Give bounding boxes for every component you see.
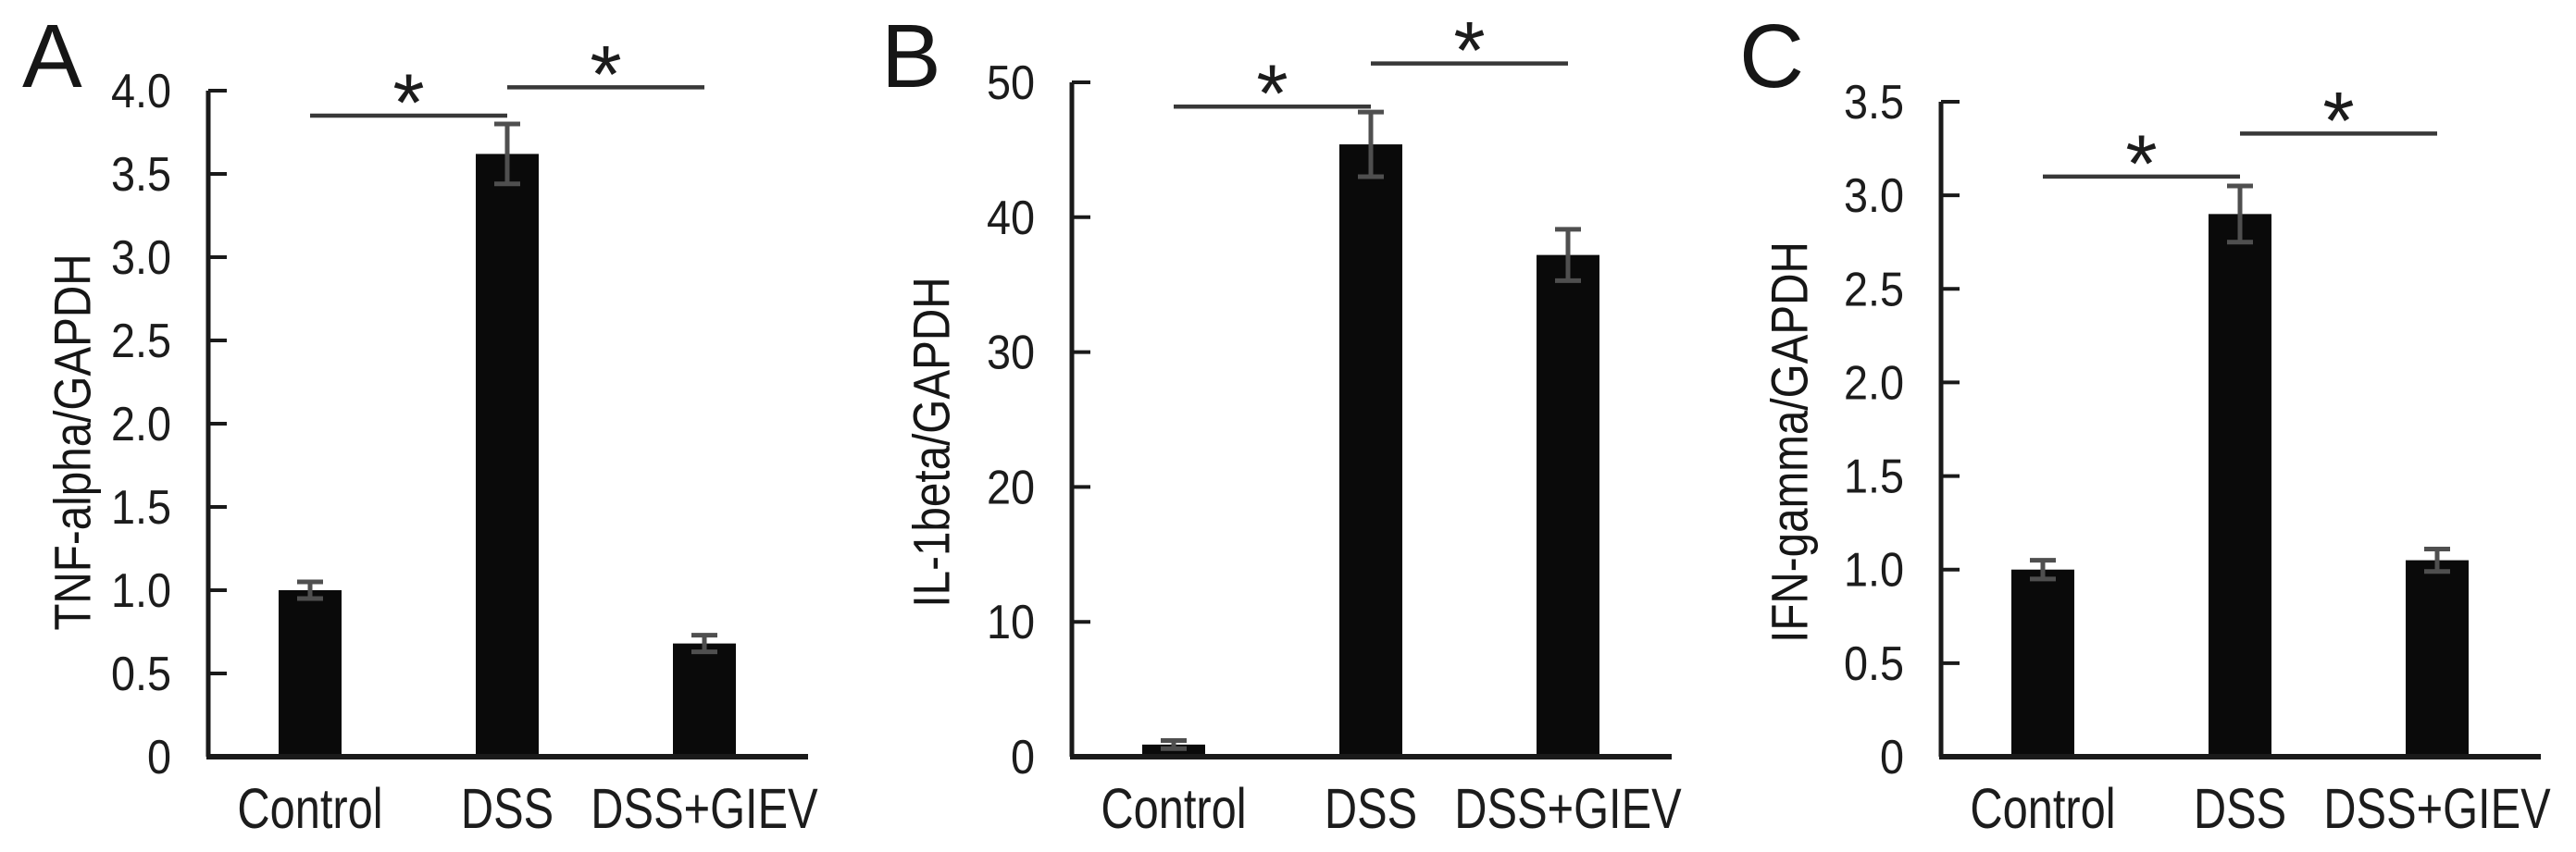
error-bar-control (2030, 558, 2056, 582)
y-tick-label-50: 50 (987, 56, 1035, 110)
y-tick-label-1-5: 1.5 (111, 481, 171, 535)
x-axis-label-control: Control (1970, 777, 2115, 840)
bar-dss (476, 154, 539, 757)
y-tick-label-3-5: 3.5 (1844, 76, 1904, 130)
panel-letter-a: A (22, 6, 82, 106)
x-axis-label-dss-giev: DSS+GIEV (1454, 777, 1682, 840)
error-bar-dss (1358, 109, 1384, 179)
significance-asterisk-dss-dss-giev: * (590, 28, 621, 119)
bar-dss (1339, 144, 1402, 757)
x-axis-label-dss-giev: DSS+GIEV (2323, 777, 2551, 840)
bar-chart-ifn-gamma: 0 0.5 1.0 1.5 2.0 2.5 3.0 3.5 * * Control DSS DSS+GI… (1844, 74, 2551, 840)
error-bar-dss-giev (691, 633, 717, 655)
y-tick-label-0-5: 0.5 (1844, 637, 1904, 691)
significance-asterisk-dss-dss-giev: * (1453, 5, 1485, 96)
y-tick-label-2-0: 2.0 (111, 398, 171, 451)
bar-dss-giev (1537, 254, 1599, 757)
significance-asterisk-dss-dss-giev: * (2322, 74, 2354, 166)
x-axis-label-control: Control (1101, 777, 1246, 840)
bar-dss (2209, 214, 2271, 757)
y-tick-label-0: 0 (147, 731, 171, 784)
y-tick-label-1-5: 1.5 (1844, 450, 1904, 503)
bar-dss-giev (673, 643, 736, 757)
y-tick-label-3-0: 3.0 (1844, 169, 1904, 223)
x-axis-label-dss-giev: DSS+GIEV (591, 777, 818, 840)
panel-letter-c: C (1739, 6, 1804, 106)
y-tick-label-3-5: 3.5 (111, 148, 171, 202)
y-tick-label-10: 10 (987, 596, 1035, 649)
y-tick-label-40: 40 (987, 191, 1035, 245)
bar-chart-il-1beta: 0 10 20 30 40 50 * * Control DSS DSS+GIEV (987, 5, 1682, 841)
y-tick-label-0-5: 0.5 (111, 648, 171, 701)
error-bar-control (1161, 738, 1187, 751)
y-tick-label-1-0: 1.0 (111, 564, 171, 618)
error-bar-dss (2227, 183, 2253, 245)
y-tick-label-20: 20 (987, 461, 1035, 514)
y-tick-label-2-5: 2.5 (1844, 263, 1904, 316)
bar-control (279, 590, 342, 757)
error-bar-dss-giev (1555, 227, 1581, 283)
error-bar-dss-giev (2424, 546, 2450, 574)
significance-asterisk-control-dss: * (1256, 47, 1288, 139)
bar-dss-giev (2406, 560, 2469, 757)
error-bar-dss (494, 121, 520, 187)
panel-b: B IL-1beta/GAPDH 0 10 20 30 40 50 * * Control DSS… (859, 0, 1718, 852)
x-axis-label-dss: DSS (461, 777, 554, 840)
x-axis-label-dss: DSS (1325, 777, 1417, 840)
x-axis-label-control: Control (237, 777, 382, 840)
y-tick-label-4-0: 4.0 (111, 65, 171, 118)
y-tick-label-30: 30 (987, 326, 1035, 379)
error-bar-control (297, 579, 323, 601)
panel-c: C IFN-gamma/GAPDH 0 0.5 1.0 1.5 2.0 2.5 3.0 3.5… (1717, 0, 2576, 852)
y-tick-label-3-0: 3.0 (111, 231, 171, 285)
y-tick-label-0: 0 (1880, 731, 1904, 784)
x-axis-label-dss: DSS (2194, 777, 2286, 840)
y-tick-label-2-0: 2.0 (1844, 356, 1904, 410)
bar-chart-tnf-alpha: 0 0.5 1.0 1.5 2.0 2.5 3.0 3.5 4.0 * * Control DSS DSS… (111, 28, 818, 840)
y-tick-label-0: 0 (1011, 731, 1035, 784)
panel-letter-b: B (881, 6, 941, 106)
significance-asterisk-control-dss: * (392, 56, 424, 148)
y-tick-label-1-0: 1.0 (1844, 543, 1904, 597)
panel-a: A TNF-alpha/GAPDH 0 0.5 1.0 1.5 2.0 2.5 3.0 3.5… (0, 0, 859, 852)
bar-control (2011, 569, 2074, 757)
significance-asterisk-control-dss: * (2125, 117, 2157, 209)
y-tick-label-2-5: 2.5 (111, 315, 171, 368)
